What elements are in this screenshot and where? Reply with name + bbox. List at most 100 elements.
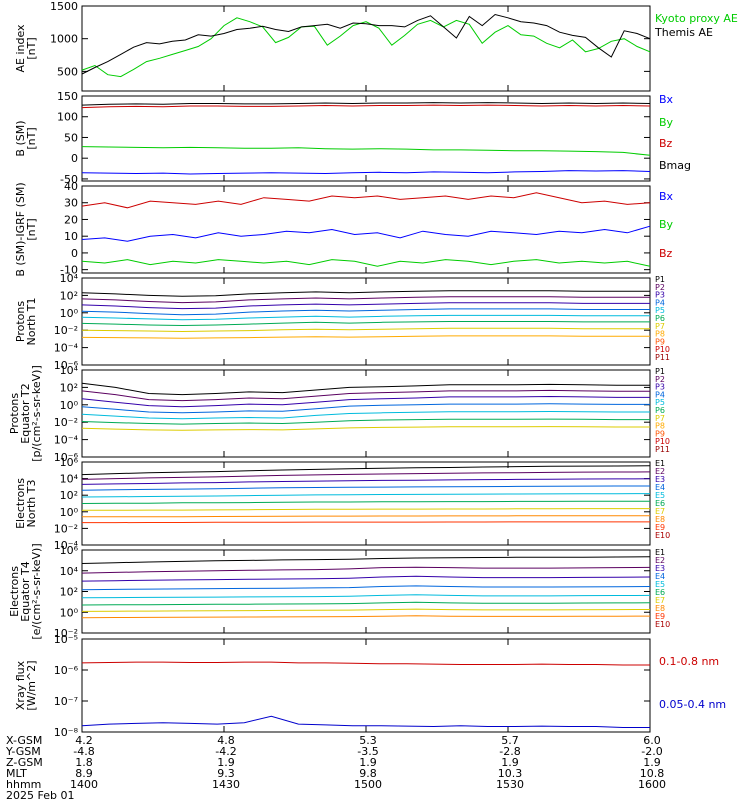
series-line-e3 bbox=[81, 478, 651, 485]
y-axis-label: [nT] bbox=[25, 127, 38, 149]
legend-p8: P8 bbox=[655, 422, 665, 431]
series-line-e8 bbox=[81, 615, 651, 619]
y-axis-label: [p/(cm²-s-sr-keV)] bbox=[30, 365, 43, 462]
footer-value: 1.9 bbox=[359, 756, 377, 769]
legend-e5: E5 bbox=[655, 580, 665, 589]
y-tick-label: 0 bbox=[71, 152, 78, 165]
y-tick-label: 10⁻⁶ bbox=[54, 359, 79, 372]
legend-p4: P4 bbox=[655, 298, 665, 307]
series-line-p1 bbox=[81, 382, 650, 396]
y-axis-label: [nT] bbox=[25, 218, 38, 240]
y-tick-label: 1000 bbox=[50, 33, 78, 46]
series-line-0-05-0-4-nm bbox=[81, 715, 650, 728]
footer-row-label-z-gsm: Z-GSM bbox=[6, 756, 43, 769]
series-line-p5 bbox=[81, 410, 650, 420]
legend-e7: E7 bbox=[655, 596, 665, 605]
y-tick-label: 150 bbox=[57, 90, 78, 103]
series-line-p2 bbox=[81, 389, 650, 402]
y-tick-label: 500 bbox=[57, 65, 78, 78]
series-line-p3 bbox=[81, 395, 650, 408]
legend-p6: P6 bbox=[655, 314, 665, 323]
legend-p8: P8 bbox=[655, 330, 665, 339]
legend-e8: E8 bbox=[655, 515, 665, 524]
legend-e2: E2 bbox=[655, 556, 665, 565]
footer-row-label-x-gsm: X-GSM bbox=[6, 734, 42, 747]
y-axis-label: Equator T4 bbox=[19, 561, 32, 621]
series-line-e5 bbox=[81, 493, 651, 498]
series-line-p5 bbox=[81, 314, 650, 321]
legend-p4: P4 bbox=[655, 390, 665, 399]
legend-0-05-0-4-nm: 0.05-0.4 nm bbox=[659, 698, 726, 711]
footer-value: 8.9 bbox=[75, 767, 93, 780]
legend-e4: E4 bbox=[655, 483, 665, 492]
legend-e5: E5 bbox=[655, 491, 665, 500]
y-tick-label: 10⁰ bbox=[60, 307, 79, 320]
y-tick-label: 10⁴ bbox=[60, 565, 79, 578]
series-line-e1 bbox=[81, 465, 651, 476]
legend-p9: P9 bbox=[655, 429, 665, 438]
y-axis-label: North T3 bbox=[25, 480, 38, 528]
y-axis-label: [W/m^2] bbox=[25, 660, 38, 710]
series-line-p4 bbox=[81, 308, 650, 316]
footer-table: X-GSM Y-GSM Z-GSM MLT hhmm 2025 Feb 01 4… bbox=[5, 734, 666, 800]
legend-e10: E10 bbox=[655, 531, 670, 540]
footer-value: 10.8 bbox=[640, 767, 665, 780]
footer-value: -4.2 bbox=[215, 745, 236, 758]
legend-bz: Bz bbox=[659, 247, 673, 260]
y-tick-label: 10⁻⁴ bbox=[54, 539, 79, 552]
legend-bx: Bx bbox=[659, 190, 674, 203]
legend-p7: P7 bbox=[655, 414, 665, 423]
legend-p3: P3 bbox=[655, 291, 665, 300]
footer-date: 2025 Feb 01 bbox=[6, 789, 74, 800]
footer-value: 1400 bbox=[70, 778, 98, 791]
footer-value: 5.7 bbox=[501, 734, 519, 747]
series-line-e6 bbox=[81, 601, 651, 606]
y-tick-label: 10⁴ bbox=[60, 364, 79, 377]
footer-value: 9.8 bbox=[359, 767, 377, 780]
y-tick-label: 10⁻² bbox=[54, 324, 78, 337]
legend-p11: P11 bbox=[655, 445, 670, 454]
legend-bmag: Bmag bbox=[659, 159, 691, 172]
y-tick-label: 10⁻⁶ bbox=[54, 451, 79, 464]
legend-p6: P6 bbox=[655, 406, 665, 415]
footer-row-label-y-gsm: Y-GSM bbox=[5, 745, 41, 758]
series-line-e7 bbox=[82, 508, 650, 511]
legend-p3: P3 bbox=[655, 383, 665, 392]
y-tick-label: 10 bbox=[64, 230, 78, 243]
panel-2: -50 0 50 100 150 B (SM)[nT] Bx By Bz Bmag bbox=[14, 90, 691, 186]
series-line-by bbox=[81, 146, 651, 156]
series-line-bmag bbox=[81, 102, 651, 106]
y-tick-label: -10 bbox=[60, 264, 78, 277]
series-line-p4 bbox=[81, 403, 650, 414]
series-line-bz bbox=[81, 192, 651, 209]
series-line-p1 bbox=[81, 290, 650, 297]
legend-e4: E4 bbox=[655, 572, 665, 581]
series-line-e3 bbox=[81, 575, 651, 582]
y-axis-label: [e/(cm²-s-sr-keV)] bbox=[30, 543, 43, 639]
y-tick-label: 10⁰ bbox=[60, 399, 79, 412]
series-line-p8 bbox=[81, 335, 650, 339]
series-line-p6 bbox=[81, 418, 650, 425]
footer-row-label-hhmm: hhmm bbox=[6, 778, 41, 791]
y-tick-label: 0 bbox=[71, 247, 78, 260]
legend-e2: E2 bbox=[655, 467, 665, 476]
y-axis-label: [nT] bbox=[25, 37, 38, 59]
footer-value: 4.2 bbox=[75, 734, 93, 747]
series-line-0-1-0-8-nm bbox=[81, 661, 650, 666]
footer-row-label-mlt: MLT bbox=[6, 767, 27, 780]
legend-by: By bbox=[659, 218, 674, 231]
panel-8: 10⁻⁵ 10⁻⁶ 10⁻⁷ 10⁻⁸ Xray flux[W/m^2] 0.1-0.8 … bbox=[14, 633, 726, 739]
series-line-e2 bbox=[81, 566, 651, 574]
series-line-e4 bbox=[81, 585, 651, 591]
legend-p11: P11 bbox=[655, 353, 670, 362]
y-axis-label: North T1 bbox=[25, 298, 38, 346]
y-axis-label: B (SM)-IGRF (SM) bbox=[14, 182, 27, 276]
y-tick-label: 50 bbox=[64, 131, 78, 144]
y-tick-label: 10⁻⁴ bbox=[54, 342, 79, 355]
legend-themis-ae: Themis AE bbox=[654, 26, 713, 39]
series-line-e2 bbox=[81, 471, 651, 480]
footer-value: 1.9 bbox=[643, 756, 661, 769]
footer-value: 1530 bbox=[496, 778, 524, 791]
series-line-e4 bbox=[81, 485, 650, 491]
